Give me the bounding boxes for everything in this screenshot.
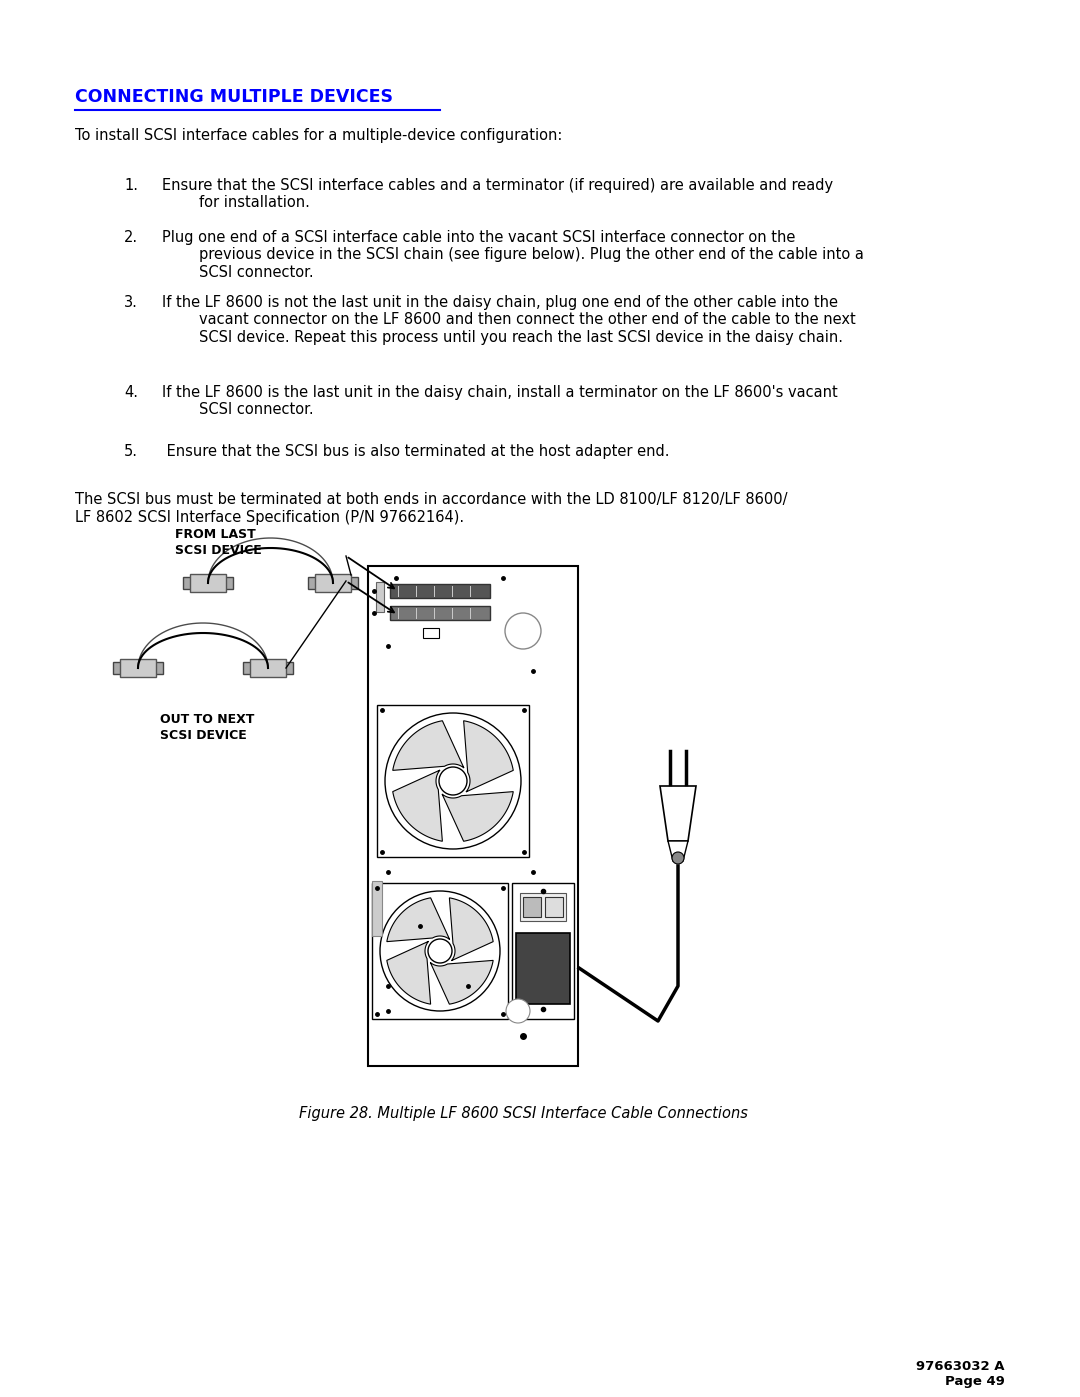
Bar [120,659,156,678]
Bar [315,574,351,592]
Bar [183,577,233,590]
Polygon shape [387,898,449,942]
Bar [308,577,357,590]
Text: Plug one end of a SCSI interface cable into the vacant SCSI interface connector : Plug one end of a SCSI interface cable i… [162,231,864,279]
Polygon shape [393,721,464,770]
Circle shape [380,891,500,1011]
Circle shape [507,999,530,1023]
Text: SCSI DEVICE: SCSI DEVICE [175,543,261,557]
Bar [372,883,508,1018]
Text: If the LF 8600 is not the last unit in the daisy chain, plug one end of the othe: If the LF 8600 is not the last unit in t… [162,295,855,345]
Bar [423,629,438,638]
Bar [545,897,563,916]
Polygon shape [430,960,494,1004]
Bar [249,659,286,678]
Text: 2.: 2. [124,231,138,244]
Text: The SCSI bus must be terminated at both ends in accordance with the LD 8100/LF 8: The SCSI bus must be terminated at both … [75,492,787,507]
Text: CONNECTING MULTIPLE DEVICES: CONNECTING MULTIPLE DEVICES [75,88,393,106]
Text: 97663032 A
Page 49: 97663032 A Page 49 [917,1361,1005,1389]
Text: LF 8602 SCSI Interface Specification (P/N 97662164).: LF 8602 SCSI Interface Specification (P/… [75,510,464,525]
Text: FROM LAST: FROM LAST [175,528,256,541]
Circle shape [438,767,467,795]
Bar [519,893,566,921]
Bar [523,897,541,916]
Circle shape [384,712,521,849]
Bar [372,882,382,936]
Polygon shape [669,841,688,861]
Bar [512,883,573,1018]
Text: If the LF 8600 is the last unit in the daisy chain, install a terminator on the : If the LF 8600 is the last unit in the d… [162,386,838,418]
Polygon shape [660,787,696,841]
Bar [376,583,384,612]
Polygon shape [393,770,443,841]
Text: 3.: 3. [124,295,138,310]
Polygon shape [442,792,513,841]
Bar [190,574,226,592]
Text: SCSI DEVICE: SCSI DEVICE [160,729,246,742]
Bar [243,662,293,673]
Bar [390,606,490,620]
Circle shape [428,939,453,963]
Text: Ensure that the SCSI bus is also terminated at the host adapter end.: Ensure that the SCSI bus is also termina… [162,444,670,460]
Text: 1.: 1. [124,177,138,193]
Polygon shape [449,898,494,961]
Circle shape [505,613,541,650]
Bar [516,933,570,1004]
Polygon shape [387,942,431,1004]
Polygon shape [463,721,513,792]
Text: To install SCSI interface cables for a multiple-device configuration:: To install SCSI interface cables for a m… [75,129,563,142]
Text: Ensure that the SCSI interface cables and a terminator (if required) are availab: Ensure that the SCSI interface cables an… [162,177,833,211]
Text: Figure 28. Multiple LF 8600 SCSI Interface Cable Connections: Figure 28. Multiple LF 8600 SCSI Interfa… [298,1106,747,1120]
Bar [390,584,490,598]
Text: OUT TO NEXT: OUT TO NEXT [160,712,255,726]
Text: 5.: 5. [124,444,138,460]
Bar [377,705,529,856]
Bar [113,662,163,673]
Bar [368,566,578,1066]
Circle shape [672,852,684,863]
Text: 4.: 4. [124,386,138,400]
